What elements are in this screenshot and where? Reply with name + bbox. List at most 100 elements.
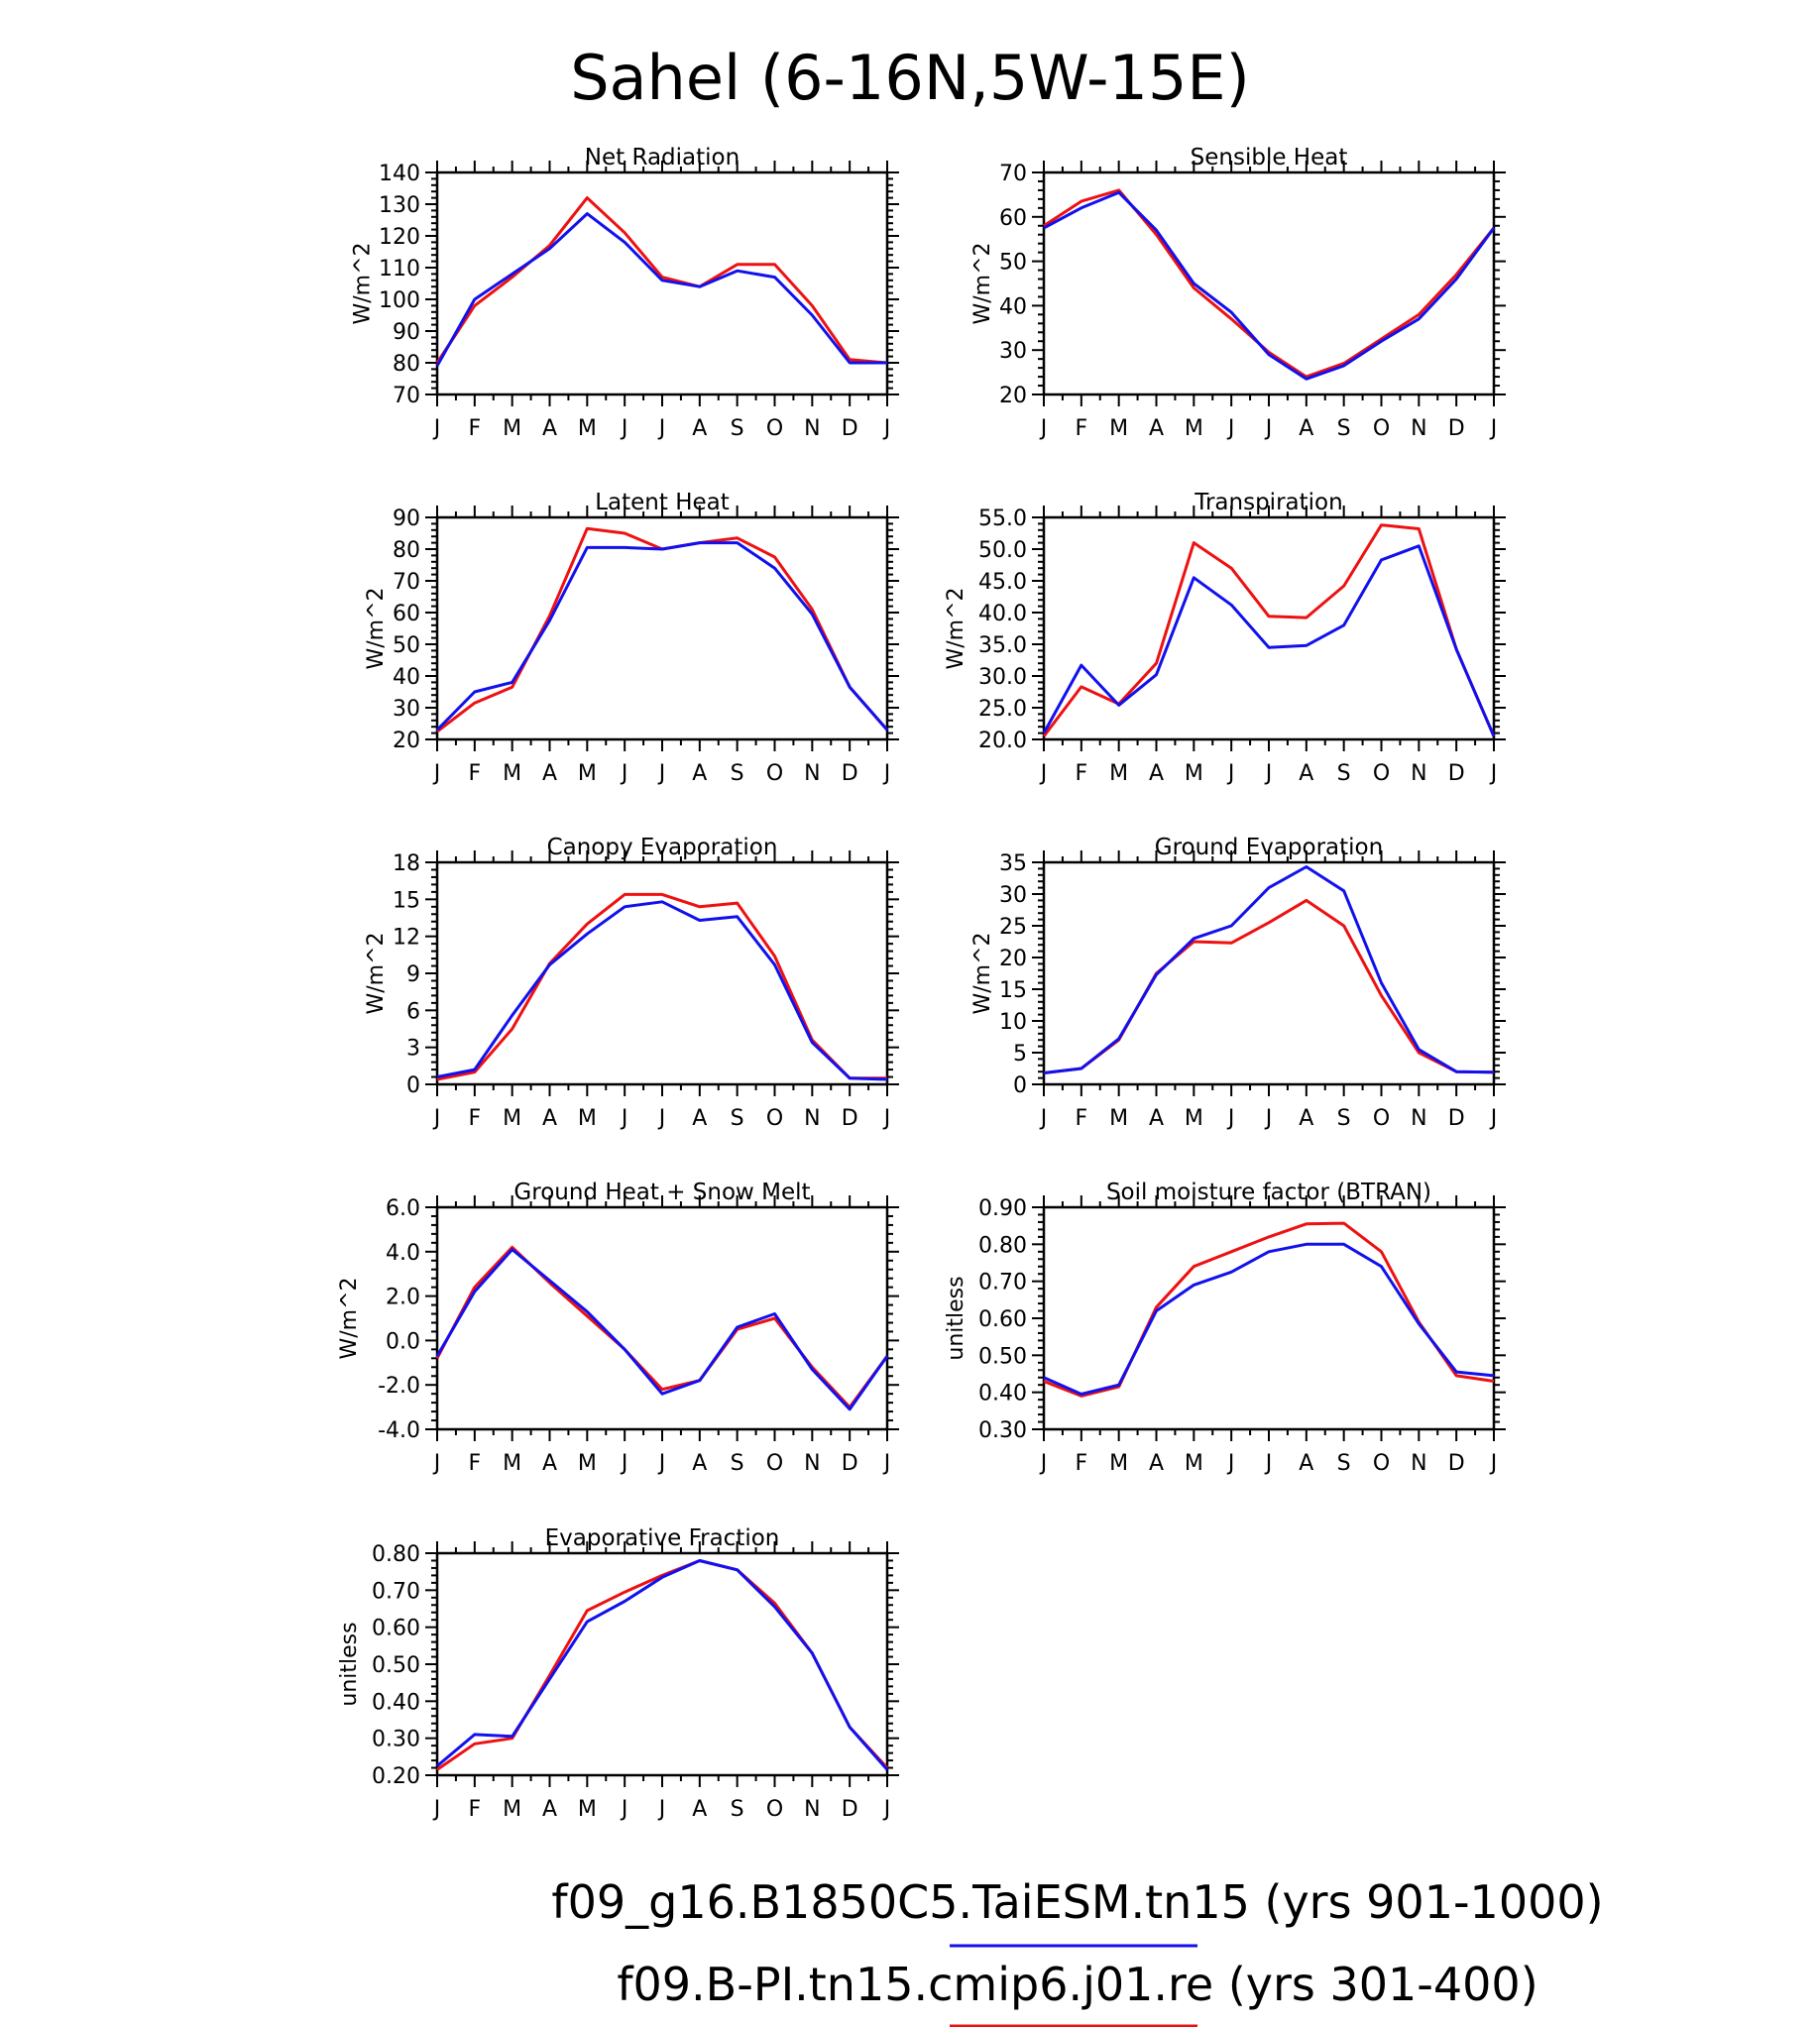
y-tick-label: 55.0	[978, 507, 1027, 531]
x-tick-label: J	[432, 1106, 441, 1131]
y-tick-label: 0.50	[372, 1653, 420, 1678]
y-tick-label: 0	[1013, 1073, 1027, 1098]
x-tick-label: J	[882, 1797, 891, 1822]
y-tick-label: 90	[393, 507, 420, 531]
y-tick-label: 20	[999, 947, 1027, 971]
x-tick-label: F	[1076, 1106, 1088, 1131]
x-tick-label: J	[620, 761, 628, 786]
x-tick-label: J	[882, 761, 891, 786]
x-tick-label: A	[542, 1451, 557, 1476]
x-tick-label: S	[1337, 1106, 1351, 1131]
x-tick-label: S	[731, 416, 744, 441]
x-tick-label: D	[1448, 761, 1465, 786]
x-tick-label: S	[731, 1797, 744, 1822]
series-line	[1043, 898, 1495, 1074]
x-tick-label: M	[1185, 1106, 1203, 1131]
x-tick-label: J	[432, 761, 441, 786]
series-line	[1043, 190, 1496, 381]
x-tick-label: J	[657, 1106, 666, 1131]
y-tick-label: 0.90	[978, 1196, 1027, 1221]
y-tick-label: 12	[393, 926, 420, 951]
plot-frame	[1042, 860, 1496, 1086]
series-line	[1042, 544, 1496, 737]
x-tick-label: S	[731, 1106, 744, 1131]
y-tick-label: 0.50	[978, 1344, 1027, 1369]
x-tick-label: J	[882, 1106, 891, 1131]
x-tick-label: J	[1264, 761, 1273, 786]
x-tick-label: M	[1185, 761, 1203, 786]
y-tick-label: 35	[999, 851, 1027, 876]
y-tick-label: 0.30	[372, 1728, 420, 1752]
series-line	[435, 212, 887, 367]
y-tick-label: 0.80	[372, 1542, 420, 1567]
x-tick-label: M	[1109, 1106, 1128, 1131]
x-tick-label: A	[1299, 761, 1313, 786]
y-tick-label: 0.40	[372, 1690, 420, 1715]
x-tick-label: N	[804, 1797, 820, 1822]
y-tick-label: 30	[999, 883, 1027, 908]
y-tick-label: 0.80	[978, 1233, 1027, 1258]
x-tick-label: S	[1337, 761, 1351, 786]
y-axis-label: W/m^2	[351, 242, 376, 324]
y-tick-label: 15	[999, 978, 1027, 1003]
series-line	[435, 541, 889, 732]
y-axis-label: W/m^2	[337, 1277, 362, 1359]
y-tick-label: 10	[999, 1010, 1027, 1035]
x-tick-label: J	[1489, 761, 1498, 786]
x-tick-label: J	[882, 416, 891, 441]
x-tick-label: N	[1411, 761, 1426, 786]
y-tick-label: 130	[379, 193, 420, 218]
x-tick-label: A	[1149, 761, 1164, 786]
x-tick-label: J	[1039, 761, 1048, 786]
x-tick-label: M	[503, 1797, 521, 1822]
x-tick-label: A	[1299, 1106, 1313, 1131]
y-axis-label: unitless	[944, 1276, 968, 1360]
y-tick-label: 0.30	[978, 1418, 1027, 1443]
x-tick-label: M	[578, 1451, 597, 1476]
plot-frame	[435, 1551, 889, 1777]
legend-label: f09_g16.B1850C5.TaiESM.tn15 (yrs 901-100…	[551, 1875, 1603, 1929]
x-tick-label: J	[882, 1451, 891, 1476]
plot-frame	[1042, 1205, 1496, 1431]
y-tick-label: 2.0	[386, 1286, 420, 1310]
y-tick-label: 50	[393, 633, 420, 658]
y-tick-label: 90	[393, 320, 420, 345]
x-tick-label: D	[842, 416, 858, 441]
y-axis-label: unitless	[337, 1622, 362, 1706]
x-tick-label: N	[804, 416, 820, 441]
x-tick-label: J	[657, 1797, 666, 1822]
y-tick-label: -2.0	[378, 1374, 420, 1399]
y-tick-label: 40	[393, 665, 420, 690]
x-tick-label: O	[1373, 761, 1390, 786]
y-axis-label: W/m^2	[970, 242, 995, 324]
series-line	[1043, 1242, 1495, 1396]
x-tick-label: M	[503, 416, 521, 441]
x-tick-label: J	[1489, 1451, 1498, 1476]
x-tick-label: D	[1448, 1451, 1465, 1476]
x-tick-label: M	[503, 1106, 521, 1131]
x-tick-label: F	[469, 416, 482, 441]
y-tick-label: 4.0	[386, 1241, 420, 1266]
x-tick-label: F	[469, 1451, 482, 1476]
x-tick-label: O	[766, 1106, 783, 1131]
y-tick-label: 18	[393, 851, 420, 876]
y-tick-label: 35.0	[978, 633, 1027, 658]
y-tick-label: 30.0	[978, 665, 1027, 690]
series-line	[436, 1559, 889, 1771]
y-tick-label: 0.40	[978, 1382, 1027, 1407]
y-tick-label: 30	[999, 339, 1027, 364]
x-tick-label: F	[1076, 416, 1088, 441]
x-tick-label: A	[692, 1451, 707, 1476]
x-tick-label: N	[804, 1451, 820, 1476]
x-tick-label: F	[469, 1106, 482, 1131]
x-tick-label: M	[503, 761, 521, 786]
x-tick-label: S	[1337, 1451, 1351, 1476]
x-tick-label: A	[542, 1797, 557, 1822]
x-tick-label: J	[1226, 761, 1235, 786]
y-tick-label: 120	[379, 225, 420, 250]
y-tick-label: 70	[393, 384, 420, 408]
legend: f09_g16.B1850C5.TaiESM.tn15 (yrs 901-100…	[551, 1875, 1604, 2027]
